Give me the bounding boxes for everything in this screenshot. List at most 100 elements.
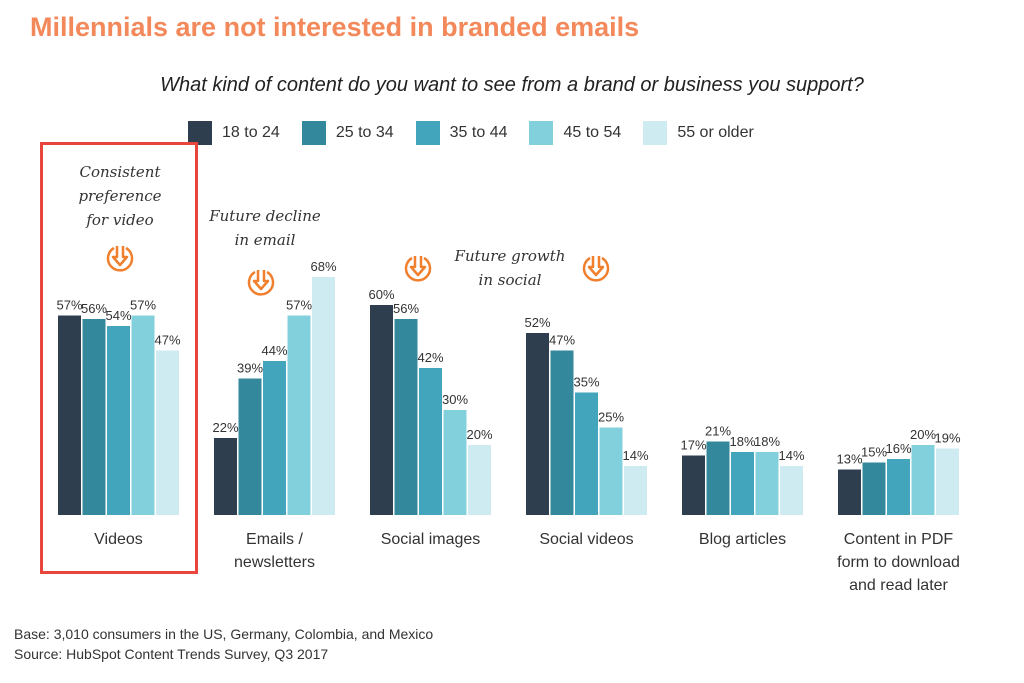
- bar: [263, 361, 286, 515]
- data-label: 22%: [212, 420, 238, 435]
- legend-label: 35 to 44: [449, 124, 508, 141]
- bar: [312, 277, 335, 515]
- circle-arrow-down-icon: [106, 246, 134, 272]
- annotation-social: Future growth in social: [440, 244, 580, 292]
- bar: [599, 427, 623, 515]
- data-label: 17%: [680, 438, 706, 453]
- annotation-line: in social: [478, 271, 542, 289]
- legend-label: 55 or older: [677, 124, 754, 141]
- bar: [575, 392, 598, 515]
- data-label: 30%: [442, 392, 468, 407]
- bar: [838, 469, 861, 515]
- circle-arrow-down-icon: [404, 256, 432, 282]
- data-label: 42%: [417, 350, 443, 365]
- bar: [936, 448, 959, 515]
- bar: [887, 459, 910, 515]
- legend-swatch: [643, 121, 668, 145]
- category-label: form to download: [837, 554, 960, 571]
- legend-item: 45 to 54: [529, 121, 621, 145]
- category-label: Blog articles: [699, 531, 786, 548]
- bar: [862, 462, 886, 515]
- data-label: 14%: [622, 448, 648, 463]
- legend-swatch: [301, 121, 326, 145]
- bar: [706, 441, 730, 515]
- data-label: 15%: [861, 445, 887, 460]
- annotation-line: Consistent: [79, 163, 161, 181]
- bar: [82, 319, 106, 515]
- legend-label: 18 to 24: [222, 124, 280, 141]
- data-label: 19%: [934, 431, 960, 446]
- category-label: and read later: [849, 577, 948, 594]
- bar: [419, 368, 442, 515]
- legend-swatch: [529, 121, 554, 145]
- footer-source: Source: HubSpot Content Trends Survey, Q…: [14, 646, 329, 662]
- data-label: 68%: [310, 259, 336, 274]
- data-label: 60%: [368, 287, 394, 302]
- bar: [287, 315, 311, 515]
- legend-item: 25 to 34: [301, 121, 394, 145]
- legend-item: 55 or older: [643, 121, 754, 145]
- category-label: newsletters: [234, 554, 315, 571]
- annotation-line: Future growth: [454, 247, 566, 265]
- legend: 18 to 24 25 to 34 35 to 44 45 to 54 55 o…: [188, 121, 754, 145]
- data-label: 56%: [393, 301, 419, 316]
- category-label: Emails /: [246, 531, 303, 548]
- bar: [107, 326, 130, 515]
- data-label: 20%: [466, 427, 492, 442]
- legend-swatch: [188, 121, 212, 145]
- data-label: 57%: [286, 298, 312, 313]
- legend-label: 45 to 54: [563, 124, 622, 141]
- chart-title: What kind of content do you want to see …: [160, 74, 864, 96]
- data-label: 39%: [237, 361, 263, 376]
- data-label: 25%: [598, 410, 624, 425]
- highlight-box-videos: [40, 142, 198, 574]
- bar: [624, 466, 647, 515]
- data-label: 14%: [778, 448, 804, 463]
- data-label: 18%: [754, 434, 780, 449]
- category-label: Videos: [94, 531, 143, 548]
- bar: [911, 445, 935, 515]
- bar: [468, 445, 491, 515]
- bar: [682, 455, 705, 515]
- data-label: 47%: [549, 333, 575, 348]
- data-label: 57%: [56, 298, 82, 313]
- annotation-line: for video: [86, 211, 154, 229]
- bar: [394, 319, 418, 515]
- bar: [370, 305, 393, 515]
- bar: [58, 315, 81, 515]
- annotation-email: Future decline in email: [195, 204, 335, 252]
- bar: [780, 466, 803, 515]
- circle-arrow-down-icon: [247, 270, 275, 296]
- legend-label: 25 to 34: [335, 124, 394, 141]
- bar: [443, 410, 467, 515]
- data-label: 56%: [81, 301, 107, 316]
- category-label: Content in PDF: [844, 531, 954, 548]
- bar: [214, 438, 237, 515]
- data-label: 18%: [729, 434, 755, 449]
- data-label: 44%: [261, 343, 287, 358]
- category-label: Social images: [381, 531, 481, 548]
- bar: [156, 350, 179, 515]
- legend-item: 18 to 24: [188, 121, 280, 145]
- data-label: 57%: [130, 298, 156, 313]
- annotation-line: preference: [78, 187, 162, 205]
- data-label: 21%: [705, 424, 731, 439]
- bar: [731, 452, 754, 515]
- footer: Base: 3,010 consumers in the US, Germany…: [14, 624, 433, 664]
- bar: [131, 315, 155, 515]
- circle-arrow-down-icon: [582, 256, 610, 282]
- bar: [755, 452, 779, 515]
- data-label: 54%: [105, 308, 131, 323]
- page-title: Millennials are not interested in brande…: [30, 12, 640, 42]
- bar: [550, 350, 574, 515]
- bar: [238, 378, 262, 515]
- bar: [526, 333, 549, 515]
- annotation-line: in email: [234, 231, 296, 249]
- annotation-line: Future decline: [209, 207, 321, 225]
- category-label: Social videos: [539, 531, 633, 548]
- data-label: 13%: [836, 452, 862, 467]
- data-label: 52%: [524, 315, 550, 330]
- footer-base: Base: 3,010 consumers in the US, Germany…: [14, 626, 434, 642]
- legend-swatch: [415, 121, 440, 145]
